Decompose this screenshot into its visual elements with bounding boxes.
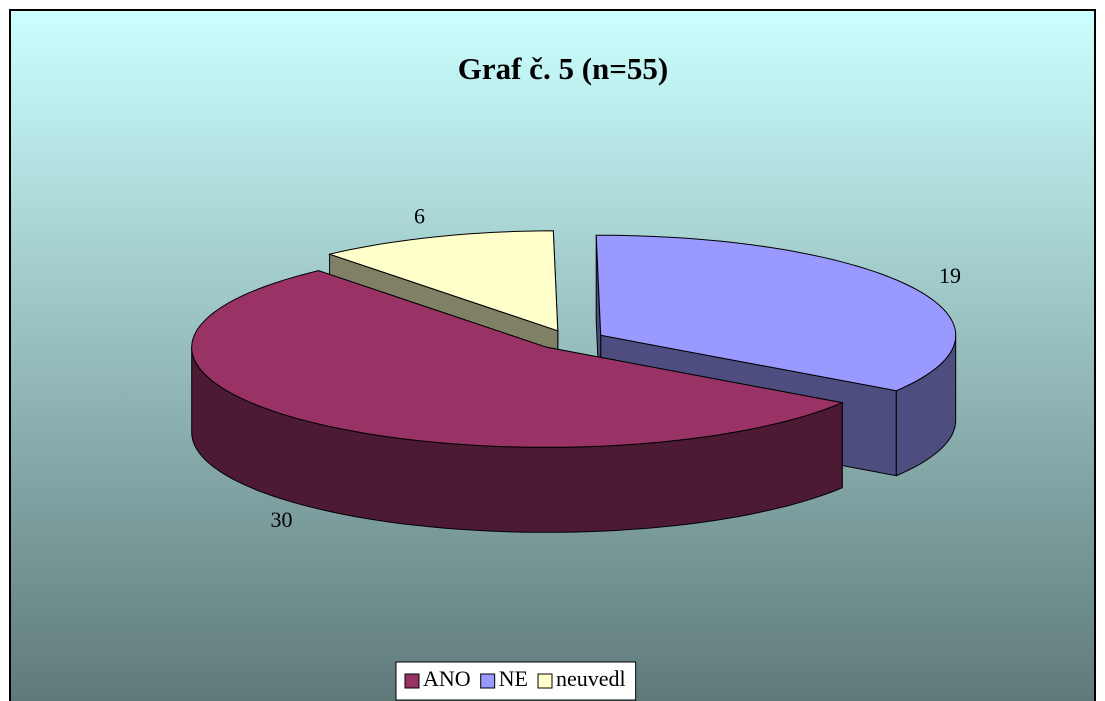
data-label: 30: [271, 507, 293, 532]
data-label: 6: [414, 203, 425, 228]
legend-swatch: [480, 673, 496, 689]
legend-box: [395, 661, 637, 701]
legend: ANO NE neuvedl: [395, 661, 637, 701]
legend-swatch: [404, 673, 420, 689]
slice: [191, 270, 844, 448]
slice: [327, 230, 559, 332]
chart-title: Graf č. 5 (n=55): [458, 51, 669, 86]
pie: [191, 230, 957, 533]
legend-label: NE: [499, 666, 528, 691]
slice: [595, 234, 957, 392]
legend-swatch: [537, 673, 553, 689]
data-label: 19: [939, 263, 961, 288]
legend-label: neuvedl: [556, 666, 626, 691]
legend-label: ANO: [423, 666, 471, 691]
